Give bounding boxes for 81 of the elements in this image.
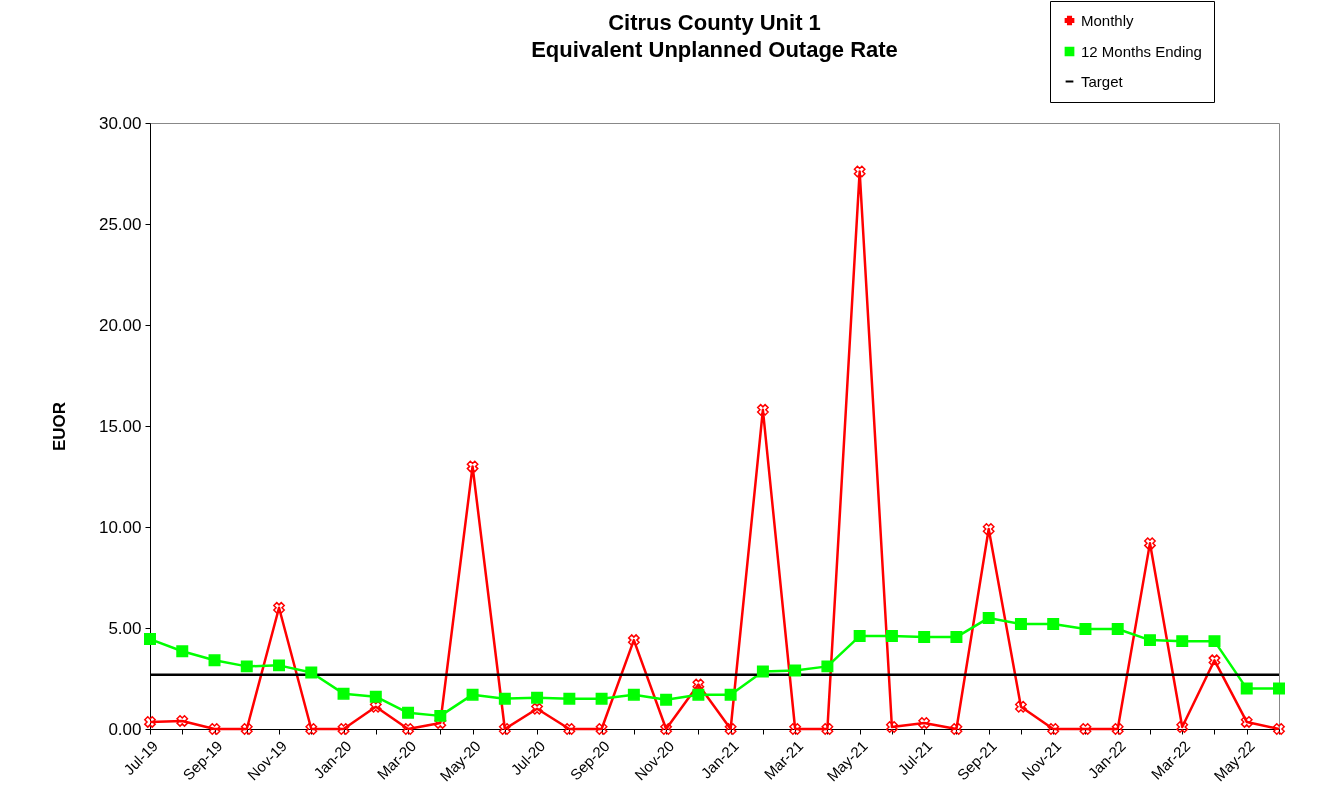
point: [1176, 635, 1189, 648]
point: [498, 692, 511, 705]
point: [1015, 700, 1027, 713]
point: [821, 723, 834, 735]
point: [595, 723, 608, 735]
y-tick-label: 10.00: [98, 517, 142, 537]
y-tick-label: 15.00: [98, 416, 142, 436]
point: [337, 723, 350, 735]
point: [789, 664, 802, 677]
point: [853, 630, 866, 643]
point: [208, 723, 221, 735]
point: [789, 723, 802, 735]
point: [402, 706, 415, 719]
point: [369, 690, 382, 703]
point: [563, 692, 576, 705]
point: [660, 723, 673, 735]
point: [144, 715, 156, 728]
point: [466, 460, 479, 473]
point: [1014, 617, 1027, 630]
point: [1111, 723, 1124, 735]
chart-title: Citrus County Unit 1 Equivalent Unplanned Outage Rate: [531, 10, 898, 62]
point: [1111, 623, 1124, 635]
y-tick-label: 0.00: [108, 719, 142, 739]
point: [1240, 682, 1253, 695]
point: [885, 721, 898, 733]
point: [305, 666, 318, 679]
point: [240, 660, 253, 673]
point: [1208, 654, 1221, 667]
point: [144, 633, 156, 646]
y-tick-label: 20.00: [98, 315, 142, 335]
point: [627, 634, 640, 647]
legend-label: Monthly: [1081, 11, 1135, 29]
point: [756, 665, 769, 678]
point: [1208, 635, 1221, 648]
point: [627, 688, 640, 701]
point: [950, 723, 963, 735]
point: [885, 630, 898, 643]
point: [531, 691, 544, 704]
point: [176, 714, 189, 727]
point: [273, 659, 286, 672]
point: [756, 403, 769, 416]
y-tick-label: 25.00: [98, 214, 142, 234]
point: [660, 693, 673, 706]
legend-label: Target: [1081, 72, 1124, 90]
point: [724, 688, 737, 701]
point: [337, 687, 350, 700]
point: [1079, 623, 1092, 635]
point: [692, 688, 705, 701]
point: [1047, 723, 1060, 735]
y-axis-title: EUOR: [49, 401, 69, 452]
point: [918, 631, 931, 644]
point: [1273, 723, 1285, 735]
point: [595, 692, 608, 705]
point: [176, 645, 189, 658]
point: [273, 601, 285, 614]
point: [402, 723, 414, 735]
y-tick-label: 5.00: [108, 618, 142, 638]
point: [1176, 721, 1189, 733]
point: [1144, 537, 1156, 550]
point: [1273, 682, 1285, 695]
point: [1047, 617, 1060, 630]
point: [1143, 634, 1156, 647]
point: [208, 654, 221, 667]
point: [305, 723, 318, 735]
point: [1079, 723, 1092, 735]
point: [1240, 715, 1253, 728]
point: [918, 717, 931, 729]
point: [821, 660, 834, 673]
point: [563, 723, 576, 735]
point: [950, 631, 963, 644]
y-tick-label: 30.00: [98, 113, 142, 133]
point: [498, 723, 511, 735]
point: [982, 611, 995, 624]
point: [531, 702, 544, 715]
point: [466, 688, 479, 701]
point: [853, 165, 866, 178]
point: [434, 709, 447, 722]
point: [982, 523, 995, 535]
point: [724, 723, 737, 735]
point: [240, 723, 253, 735]
legend-label: 12 Months Ending: [1081, 42, 1202, 60]
